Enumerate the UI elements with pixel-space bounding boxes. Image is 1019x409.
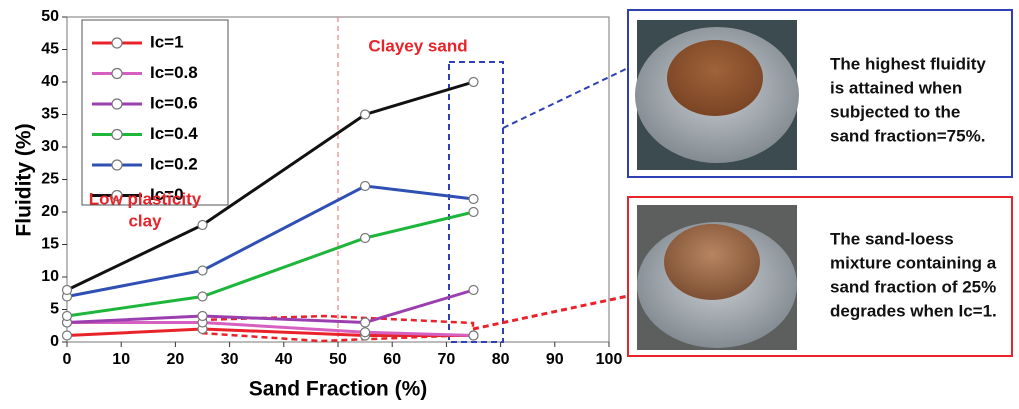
legend-marker (112, 69, 122, 79)
x-tick-label: 10 (112, 351, 130, 368)
legend-marker (112, 38, 122, 48)
legend-label: Ic=0.4 (150, 124, 198, 143)
page: 0 5 10 15 20 25 30 35 40 45 50 0 10 20 30 40 50 60 70 80 90 1… (0, 0, 1019, 409)
point (361, 234, 370, 243)
x-tick-label: 50 (329, 351, 347, 368)
x-tick-label: 60 (383, 351, 401, 368)
point (198, 221, 207, 230)
y-tick-label: 35 (41, 106, 59, 123)
legend-label: Ic=0.8 (150, 63, 198, 82)
callout-text: sand fraction of 25% (830, 277, 996, 296)
point (361, 110, 370, 119)
x-axis-title: Sand Fraction (%) (249, 378, 428, 401)
callout-text: sand fraction=75%. (830, 126, 985, 145)
point (469, 78, 478, 87)
legend-marker (112, 99, 122, 109)
annotation: Low plasticity (89, 189, 202, 208)
photo (637, 205, 797, 350)
point (361, 182, 370, 191)
point (469, 331, 478, 340)
point (63, 286, 72, 295)
annotation: clay (128, 211, 162, 230)
callout-text: degrades when Ic=1. (830, 301, 997, 320)
point (198, 266, 207, 275)
point (469, 195, 478, 204)
legend-marker (112, 160, 122, 170)
legend-label: Ic=0.6 (150, 93, 198, 112)
legend-marker (112, 130, 122, 140)
y-tick-label: 5 (50, 301, 59, 318)
y-axis-title: Fluidity (%) (13, 123, 36, 236)
point (361, 318, 370, 327)
highlight-shape (200, 316, 473, 341)
callout-text: mixture containing a (830, 253, 997, 272)
y-tick-label: 10 (41, 268, 59, 285)
point (198, 292, 207, 301)
annotation: Clayey sand (368, 36, 467, 55)
callout-text: The highest fluidity (830, 54, 986, 73)
x-tick-label: 90 (546, 351, 564, 368)
x-tick-label: 20 (167, 351, 185, 368)
y-tick-label: 15 (41, 236, 59, 253)
x-tick-label: 0 (63, 351, 72, 368)
x-tick-label: 40 (275, 351, 293, 368)
photo (635, 20, 799, 170)
x-tick-label: 80 (492, 351, 510, 368)
point (63, 312, 72, 321)
callout-text: subjected to the (830, 102, 960, 121)
x-tick-label: 70 (438, 351, 456, 368)
x-tick-label: 30 (221, 351, 239, 368)
y-tick-label: 45 (41, 41, 59, 58)
callout-text: The sand-loess (830, 229, 954, 248)
chart: 0 5 10 15 20 25 30 35 40 45 50 0 10 20 30 40 50 60 70 80 90 1… (0, 0, 1019, 404)
y-tick-label: 50 (41, 8, 59, 25)
point (469, 208, 478, 217)
legend-label: Ic=1 (150, 32, 184, 51)
point (63, 331, 72, 340)
connector (473, 296, 628, 329)
y-tick-label: 40 (41, 73, 59, 90)
legend-label: Ic=0.2 (150, 154, 198, 173)
y-tick-label: 25 (41, 171, 59, 188)
y-tick-label: 20 (41, 203, 59, 220)
x-tick-label: 100 (596, 351, 623, 368)
y-tick-label: 0 (50, 333, 59, 350)
point (361, 328, 370, 337)
callout-text: is attained when (830, 78, 962, 97)
y-tick-label: 30 (41, 138, 59, 155)
point (469, 286, 478, 295)
point (198, 312, 207, 321)
